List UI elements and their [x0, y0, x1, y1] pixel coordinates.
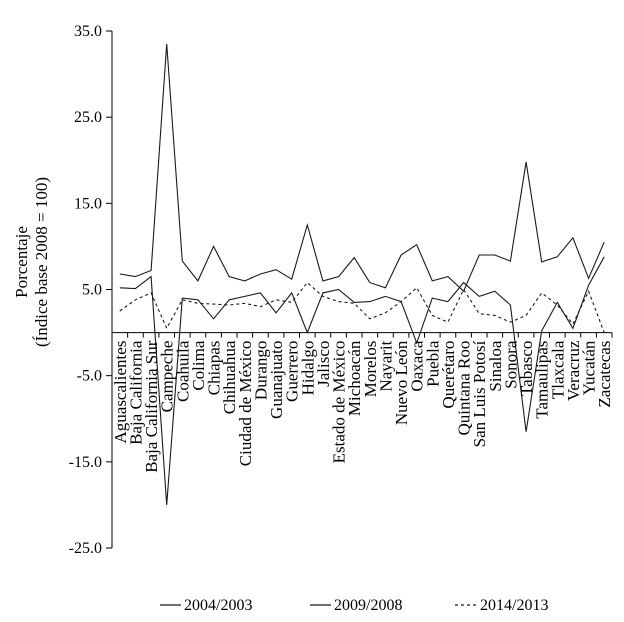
x-axis	[111, 332, 613, 338]
category-label: Jalisco	[314, 341, 333, 387]
category-label: Quintana Roo	[455, 341, 474, 436]
y-tick-label: -15.0	[69, 454, 102, 471]
category-label: Morelos	[361, 341, 380, 398]
y-axis-title: Porcentaje (Índice base 2008 = 100)	[12, 177, 51, 347]
category-label: Baja California	[126, 340, 145, 445]
y-tick-label: -25.0	[69, 540, 102, 557]
category-label: Tlaxcala	[548, 340, 567, 399]
legend-label: 2009/2008	[334, 597, 402, 614]
y-axis-title-line2: (Índice base 2008 = 100)	[32, 177, 51, 347]
category-label: Ciudad de México	[236, 341, 255, 467]
category-label: Tabasco	[517, 341, 536, 396]
category-label: Durango	[251, 341, 270, 400]
category-label: Oaxaca	[408, 340, 427, 391]
y-tick-label: 5.0	[82, 282, 102, 299]
category-label: Veracruz	[564, 340, 583, 401]
category-label: Querétaro	[439, 341, 458, 409]
category-label: Chiapas	[205, 341, 224, 396]
category-label: Colima	[189, 340, 208, 391]
y-tick-label: 35.0	[74, 23, 102, 40]
y-tick-label: 25.0	[74, 109, 102, 126]
category-label: Estado de México	[330, 341, 349, 464]
category-label: Guanajuato	[267, 341, 286, 419]
series-line-3	[119, 281, 605, 333]
category-label: Campeche	[158, 341, 177, 413]
category-label: Nuevo León	[392, 340, 411, 425]
y-tick-label: 15.0	[74, 195, 102, 212]
category-label: Coahuila	[173, 340, 192, 402]
category-label: Baja California Sur	[142, 340, 161, 473]
legend: 2004/2003 2009/2008 2014/2013	[160, 597, 548, 614]
series-line-1	[119, 43, 605, 293]
category-label: Nayarit	[376, 340, 395, 391]
category-label: San Luis Potosí	[470, 340, 489, 447]
category-label: Aguascalientes	[111, 341, 130, 444]
category-label: Hidalgo	[298, 341, 317, 396]
series-layer	[119, 43, 605, 505]
category-label: Tamaulipas	[533, 341, 552, 419]
legend-label: 2004/2003	[184, 597, 252, 614]
category-label: Guerrero	[283, 341, 302, 402]
category-label: Chihuahua	[220, 340, 239, 414]
category-label: Sonora	[501, 340, 520, 389]
y-tick-label: -5.0	[77, 368, 102, 385]
category-label: Puebla	[423, 340, 442, 387]
category-label: Zacatecas	[595, 341, 614, 408]
category-label: Michoacán	[345, 340, 364, 416]
category-label: Sinaloa	[486, 340, 505, 391]
y-axis-title-line1: Porcentaje	[12, 226, 31, 298]
y-axis: 35.0 25.0 15.0 5.0 -5.0 -15.0 -25.0	[69, 23, 113, 557]
category-label: Yucatán	[580, 340, 599, 395]
legend-label: 2014/2013	[480, 597, 548, 614]
